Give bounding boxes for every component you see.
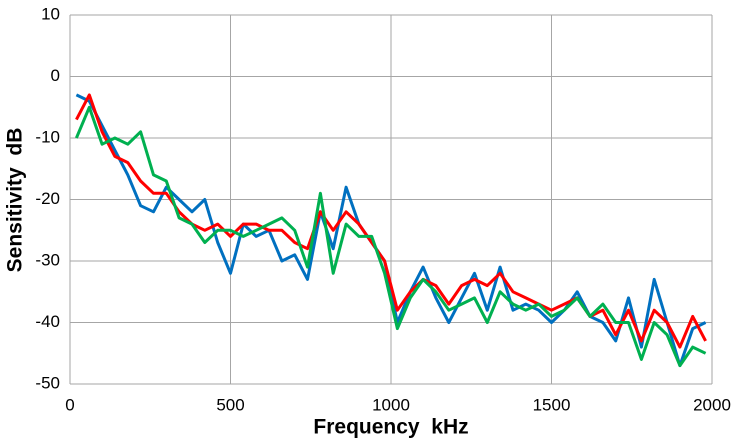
data-line [75,105,707,368]
data-line [75,93,707,349]
y-tick-label: 0 [51,66,60,85]
y-axis-title: Sensitivity dB [4,128,27,273]
y-tick-label: 10 [41,4,60,23]
x-tick-label: 1500 [533,395,571,414]
x-tick-label: 500 [216,395,244,414]
x-tick-label: 2000 [693,395,731,414]
y-tick-label: -20 [35,189,60,208]
data-line [75,93,707,368]
y-tick-label: -40 [35,312,60,331]
y-tick-label: -10 [35,127,60,146]
x-tick-label: 0 [65,395,74,414]
x-axis-title: Frequency kHz [313,416,468,439]
y-tick-label: -30 [35,250,60,269]
x-tick-label: 1000 [372,395,410,414]
y-tick-label: -50 [35,373,60,392]
